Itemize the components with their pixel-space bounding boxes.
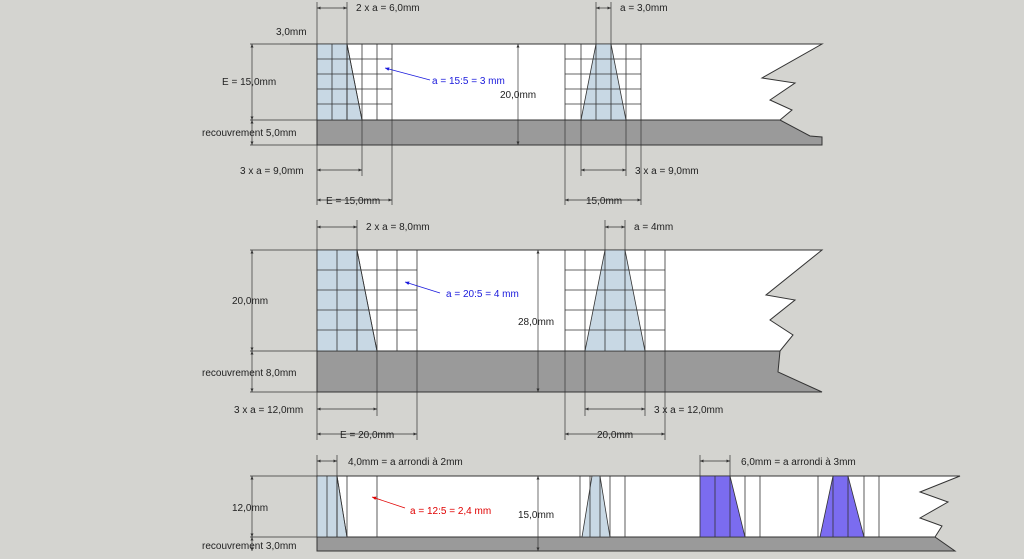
- cover-strip: [316, 350, 823, 393]
- grid-left: [316, 475, 378, 538]
- dim-height-12mm: 12,0mm: [232, 503, 268, 514]
- dim-3a-9mm: 3 x a = 9,0mm: [240, 166, 304, 177]
- dim-recouvrement-5mm: recouvrement 5,0mm: [202, 128, 296, 139]
- dim-3a-12mm-right: 3 x a = 12,0mm: [654, 405, 723, 416]
- grid-middle: [579, 475, 626, 538]
- grid-purple-left: [699, 475, 761, 538]
- diagram-1: 2 x a = 6,0mm 3,0mm E = 15,0mm recouvrem…: [202, 2, 824, 207]
- diagram-2: 2 x a = 8,0mm 20,0mm recouvrement 8,0mm …: [202, 220, 824, 441]
- dim-6mm-arrondi: 6,0mm = a arrondi à 3mm: [741, 457, 856, 468]
- diagram-3: 4,0mm = a arrondi à 2mm 12,0mm recouvrem…: [202, 455, 961, 552]
- annotation-a-2-4mm: a = 12:5 = 2,4 mm: [410, 506, 491, 517]
- dim-height-20mm: 20,0mm: [232, 296, 268, 307]
- grid-left: [316, 249, 418, 352]
- cover-strip: [316, 536, 957, 552]
- grid-left: [316, 43, 393, 121]
- annotation-a-3mm: a = 15:5 = 3 mm: [432, 76, 505, 87]
- grid-purple-right: [817, 475, 880, 538]
- dim-3a-9mm-right: 3 x a = 9,0mm: [635, 166, 699, 177]
- dim-3a-12mm: 3 x a = 12,0mm: [234, 405, 303, 416]
- dim-2a-8mm: 2 x a = 8,0mm: [366, 222, 430, 233]
- dim-recouvrement-3mm: recouvrement 3,0mm: [202, 541, 296, 552]
- dim-E-20mm: E = 20,0mm: [340, 430, 394, 441]
- dim-2a-6mm: 2 x a = 6,0mm: [356, 3, 420, 14]
- dim-height-28mm: 28,0mm: [518, 317, 554, 328]
- dim-recouvrement-8mm: recouvrement 8,0mm: [202, 368, 296, 379]
- dim-15mm-right: 15,0mm: [586, 196, 622, 207]
- annotation-a-4mm: a = 20:5 = 4 mm: [446, 289, 519, 300]
- dim-height-15mm: 15,0mm: [518, 510, 554, 521]
- dim-a-3mm-right: a = 3,0mm: [620, 3, 668, 14]
- grid-right: [564, 43, 642, 121]
- dim-E-bottom: E = 15,0mm: [326, 196, 380, 207]
- dim-E-15mm: E = 15,0mm: [222, 77, 276, 88]
- panel-white: [316, 249, 824, 352]
- dim-4mm-arrondi: 4,0mm = a arrondi à 2mm: [348, 457, 463, 468]
- dim-20mm-right: 20,0mm: [597, 430, 633, 441]
- dim-a-4mm-right: a = 4mm: [634, 222, 673, 233]
- dim-height-20mm: 20,0mm: [500, 90, 536, 101]
- dim-3mm: 3,0mm: [276, 27, 307, 38]
- cover-strip: [316, 119, 823, 146]
- panel-white: [316, 43, 824, 121]
